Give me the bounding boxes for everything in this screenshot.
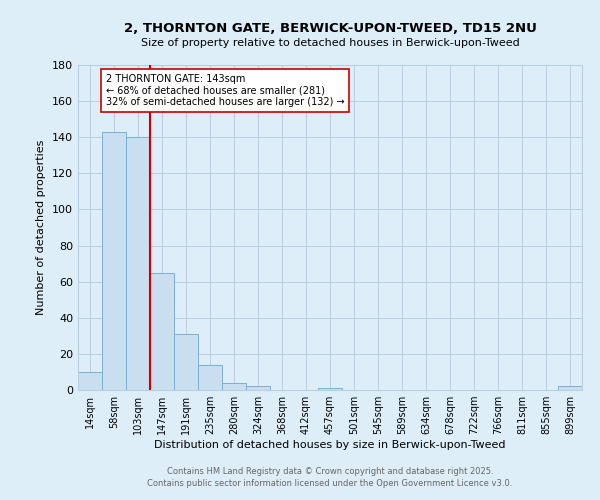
- Text: 2, THORNTON GATE, BERWICK-UPON-TWEED, TD15 2NU: 2, THORNTON GATE, BERWICK-UPON-TWEED, TD…: [124, 22, 536, 36]
- Text: Contains public sector information licensed under the Open Government Licence v3: Contains public sector information licen…: [148, 478, 512, 488]
- Bar: [558, 386, 582, 390]
- Bar: [174, 334, 198, 390]
- Bar: [198, 364, 222, 390]
- Text: 2 THORNTON GATE: 143sqm
← 68% of detached houses are smaller (281)
32% of semi-d: 2 THORNTON GATE: 143sqm ← 68% of detache…: [106, 74, 344, 107]
- Bar: [246, 386, 270, 390]
- Bar: [102, 132, 126, 390]
- Bar: [78, 372, 102, 390]
- X-axis label: Distribution of detached houses by size in Berwick-upon-Tweed: Distribution of detached houses by size …: [154, 440, 506, 450]
- Bar: [318, 388, 342, 390]
- Y-axis label: Number of detached properties: Number of detached properties: [37, 140, 46, 315]
- Text: Contains HM Land Registry data © Crown copyright and database right 2025.: Contains HM Land Registry data © Crown c…: [167, 467, 493, 476]
- Text: Size of property relative to detached houses in Berwick-upon-Tweed: Size of property relative to detached ho…: [140, 38, 520, 48]
- Bar: [126, 137, 150, 390]
- Bar: [150, 272, 174, 390]
- Bar: [222, 383, 246, 390]
